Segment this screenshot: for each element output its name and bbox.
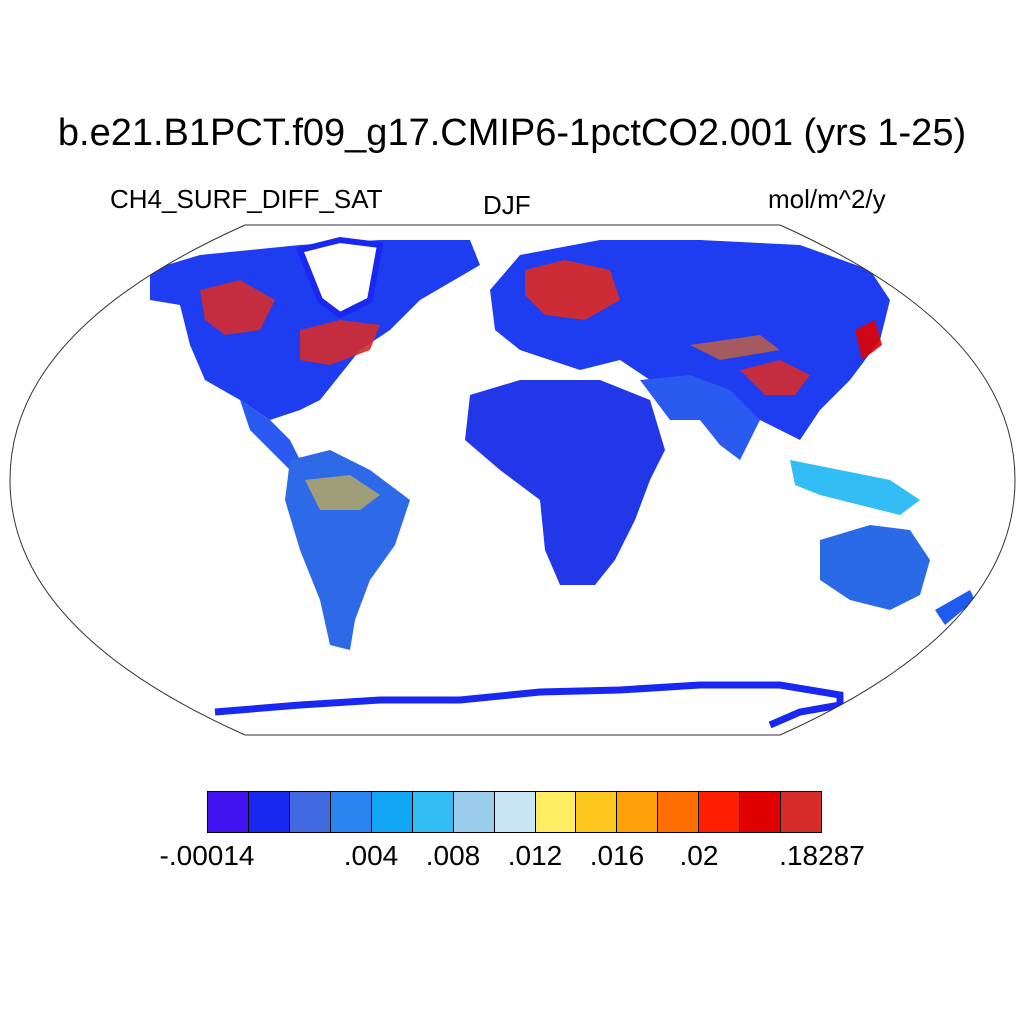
colorbar-tick-label: .012 <box>507 840 563 871</box>
colorbar-box-3 <box>330 792 372 832</box>
hotspot-east-asia <box>740 360 810 395</box>
colorbar-tick-label: .008 <box>425 840 481 871</box>
colorbar-box-10 <box>617 792 659 832</box>
colorbar-box-6 <box>453 792 495 832</box>
hotspot-western-north-america <box>200 280 275 335</box>
warm-band-south-america <box>305 475 380 510</box>
colorbar-box-7 <box>494 792 536 832</box>
colorbar-box-1 <box>248 792 290 832</box>
hotspot-japan <box>855 320 882 360</box>
middle-east-landmass <box>640 375 760 460</box>
colorbar-box-4 <box>371 792 413 832</box>
colorbar-tick-label: .02 <box>679 840 719 871</box>
hotspot-scandinavia <box>525 260 620 320</box>
central-america-landmass <box>240 400 300 470</box>
colorbar-box-9 <box>576 792 618 832</box>
colorbar-box-13 <box>740 792 782 832</box>
hotspot-eastern-north-america <box>300 320 380 365</box>
colorbar-box-8 <box>535 792 577 832</box>
new-zealand-landmass <box>935 590 975 625</box>
australia-landmass <box>820 525 930 610</box>
colorbar-box-14 <box>781 792 822 832</box>
colorbar-box-11 <box>658 792 700 832</box>
maritime-continent-landmass <box>790 460 920 515</box>
season-label: DJF <box>483 190 531 220</box>
colorbar <box>207 791 822 833</box>
warm-band-central-asia <box>690 335 780 360</box>
colorbar-box-12 <box>699 792 741 832</box>
colorbar-tick-label: .016 <box>589 840 645 871</box>
colorbar-box-0 <box>208 792 249 832</box>
colorbar-box-2 <box>289 792 331 832</box>
colorbar-box-5 <box>412 792 454 832</box>
colorbar-tick-label: .004 <box>343 840 399 871</box>
colorbar-tick-label: -.00014 <box>159 840 255 871</box>
antarctica-coast <box>214 681 844 729</box>
africa-landmass <box>465 380 665 585</box>
variable-label: CH4_SURF_DIFF_SAT <box>110 184 383 214</box>
greenland-landmass <box>295 236 384 319</box>
land-field <box>150 236 975 729</box>
units-label: mol/m^2/y <box>768 184 886 214</box>
plot-title: b.e21.B1PCT.f09_g17.CMIP6-1pctCO2.001 (y… <box>57 112 967 154</box>
colorbar-tick-label: .18287 <box>779 840 865 871</box>
